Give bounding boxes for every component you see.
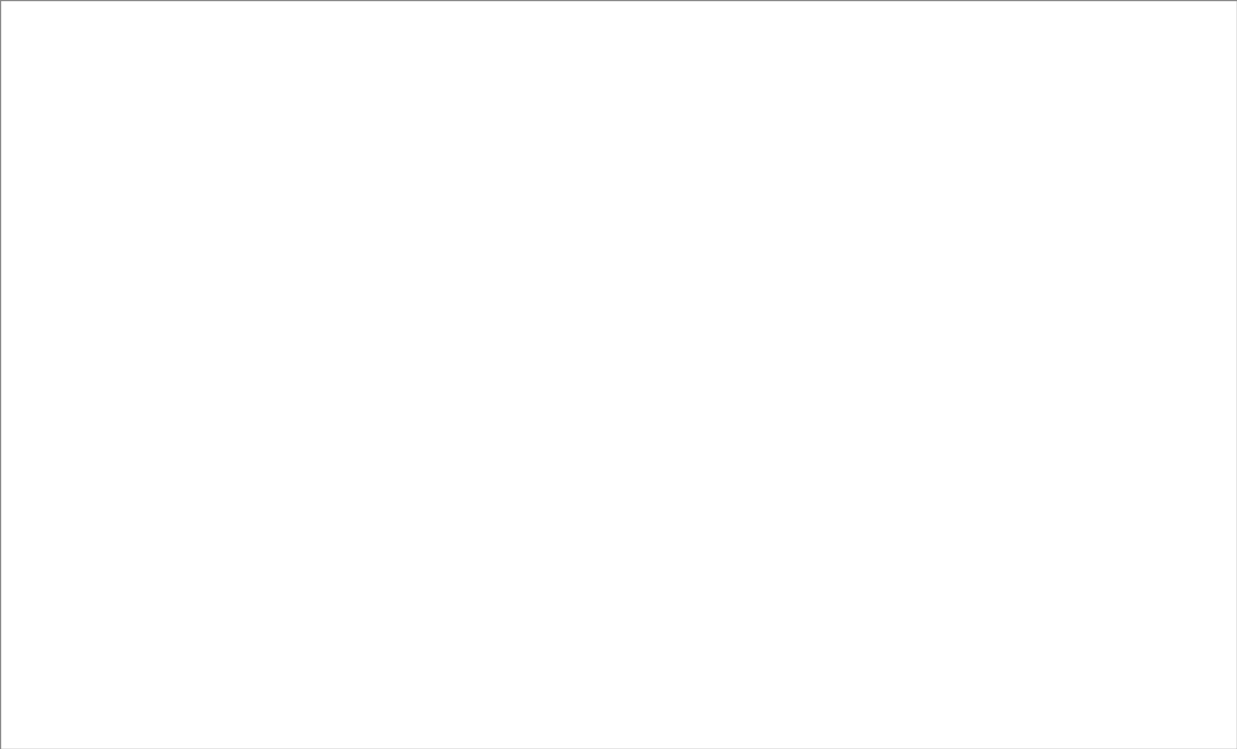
Text: Slope = 0.636: Slope = 0.636	[255, 366, 386, 383]
Legend: Kattegat, Skagerrak, WLS Kattegat: Kattegat, Skagerrak, WLS Kattegat	[413, 599, 881, 632]
Y-axis label: Oxygen (% Saturation): Oxygen (% Saturation)	[15, 168, 30, 342]
